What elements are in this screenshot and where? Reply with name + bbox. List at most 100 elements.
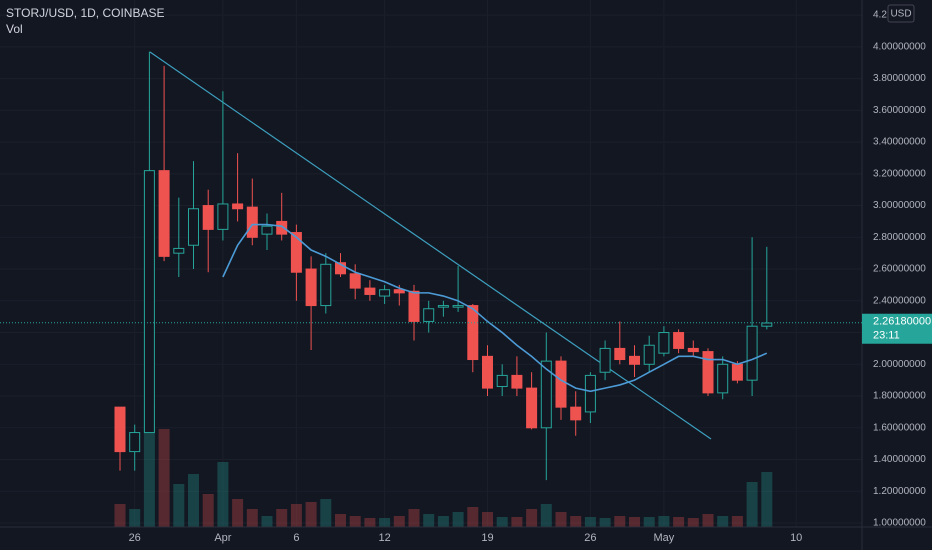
candle-body — [379, 289, 391, 297]
candle-body — [320, 263, 332, 307]
candle-body — [335, 262, 346, 275]
candle-body — [408, 290, 420, 322]
volume-bar — [540, 504, 552, 527]
candle-body — [437, 305, 449, 308]
candle-body — [496, 374, 508, 388]
candle-body — [687, 347, 699, 353]
volume-bar — [717, 516, 729, 527]
volume-bar — [143, 402, 155, 527]
candle-body — [673, 332, 685, 349]
currency-box[interactable] — [887, 4, 915, 23]
candle-body — [746, 325, 758, 381]
y-tick-label: 2.00000000 — [873, 359, 926, 370]
candle-body — [158, 170, 170, 257]
candle-body — [731, 363, 743, 381]
volume-bar — [629, 517, 640, 527]
candle-body — [717, 363, 729, 394]
candle-body — [143, 170, 155, 434]
volume-bar — [158, 429, 170, 527]
volume-bar — [482, 512, 493, 527]
y-tick-label: 3.60000000 — [873, 105, 926, 116]
volume-bar — [335, 514, 346, 527]
symbol-title[interactable]: STORJ/USD, 1D, COINBASE — [6, 6, 164, 20]
candle-body — [188, 208, 199, 246]
candle-body — [482, 355, 493, 389]
volume-bar — [673, 517, 685, 527]
volume-bar — [437, 516, 449, 527]
volume-bar — [305, 502, 317, 527]
volume-bar — [599, 518, 611, 527]
candle-body — [276, 220, 288, 235]
candle-body — [540, 360, 552, 429]
candle-body — [526, 387, 538, 429]
grid — [0, 0, 862, 527]
y-tick-label: 3.80000000 — [873, 73, 926, 84]
volume-bar — [114, 504, 126, 527]
x-tick-label: 26 — [129, 532, 141, 544]
y-tick-label: 3.20000000 — [873, 168, 926, 179]
x-tick-label: May — [654, 532, 675, 544]
volume-bar — [526, 509, 538, 527]
candle-body — [584, 374, 596, 413]
volume-bar — [173, 484, 185, 527]
volume-bar — [731, 516, 743, 527]
volume-bar — [658, 516, 670, 527]
volume-bar — [379, 518, 391, 527]
moving-average — [222, 223, 768, 393]
volume-bar — [261, 516, 273, 527]
candle-body — [452, 305, 464, 308]
volume-bar — [246, 509, 258, 527]
x-tick-label: 26 — [584, 532, 596, 544]
volume-bar — [746, 482, 758, 527]
candle-body — [423, 308, 435, 322]
candle-body — [467, 305, 479, 361]
volume-bar — [452, 512, 464, 527]
volume-bar — [570, 516, 582, 527]
candle-body — [246, 206, 258, 238]
volume-bar — [320, 499, 332, 527]
candle-body — [349, 273, 361, 289]
volume-bar — [188, 474, 199, 527]
candle-body — [702, 351, 714, 394]
volume-bar — [555, 512, 567, 527]
countdown: 23:11 — [873, 330, 900, 342]
candle-body — [114, 406, 126, 453]
candle-body — [629, 355, 640, 365]
volume-bar — [232, 499, 244, 527]
candle-body — [555, 360, 567, 408]
y-tick-label: 4.2 — [873, 10, 887, 21]
x-tick-label: 19 — [481, 532, 493, 544]
x-tick-label: 12 — [378, 532, 390, 544]
volume-bar — [276, 509, 288, 527]
volume-bar — [614, 516, 626, 527]
candle-body — [202, 205, 214, 230]
y-tick-label: 1.00000000 — [873, 518, 926, 529]
volume-bar — [687, 518, 699, 527]
candle-body — [570, 406, 582, 421]
candle-body — [614, 347, 626, 361]
y-tick-label: 2.60000000 — [873, 264, 926, 275]
candle-body — [129, 432, 141, 453]
candle-layer — [114, 51, 773, 481]
volume-label[interactable]: Vol — [6, 22, 23, 36]
y-tick-label: 1.40000000 — [873, 454, 926, 465]
candle-body — [364, 287, 376, 295]
volume-bar — [129, 509, 141, 527]
y-tick-label: 1.20000000 — [873, 486, 926, 497]
volume-bar — [217, 462, 229, 527]
candle-body — [261, 225, 273, 235]
y-tick-label: 4.00000000 — [873, 41, 926, 52]
trend-line[interactable] — [149, 51, 712, 440]
x-tick-label: Apr — [214, 532, 231, 544]
volume-bar — [290, 504, 302, 527]
volume-bar — [511, 517, 523, 527]
y-tick-label: 3.00000000 — [873, 200, 926, 211]
volume-bar — [702, 514, 714, 527]
volume-bar — [408, 509, 420, 527]
volume-bar — [467, 507, 479, 527]
candle-body — [511, 374, 523, 389]
last-price-label: 2.26180000 — [873, 316, 931, 328]
